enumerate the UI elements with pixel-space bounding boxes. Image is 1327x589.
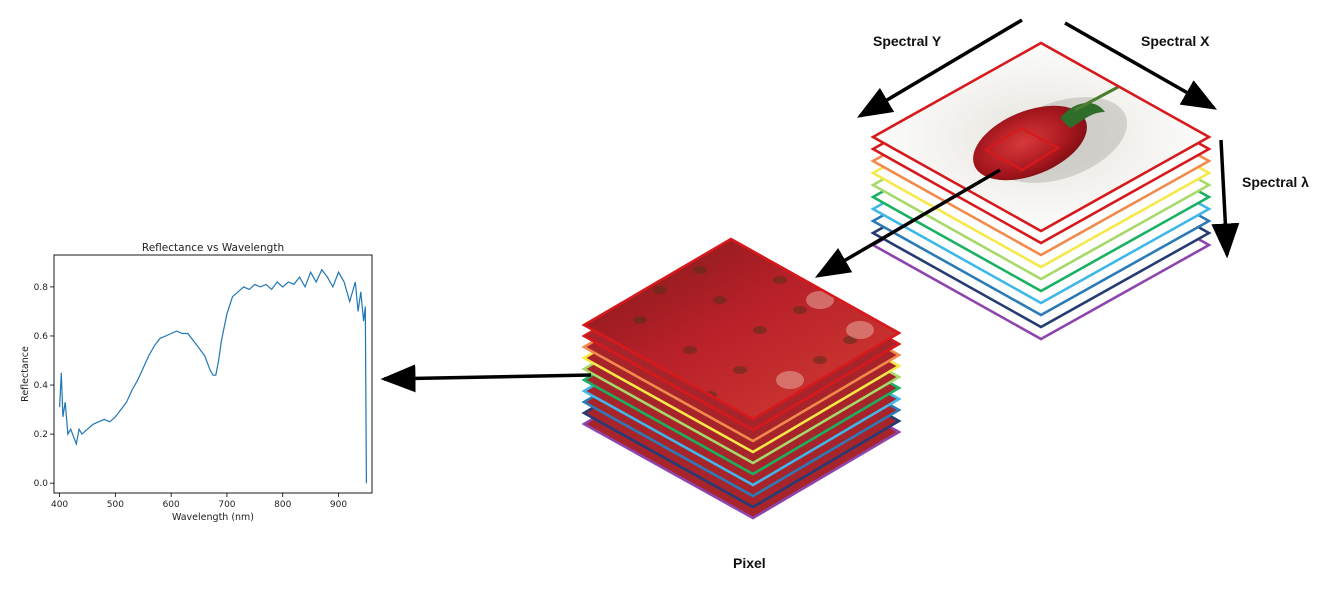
x-tick-label: 800: [274, 500, 291, 510]
reflectance-chart: Reflectance vs Wavelength 400 500 600 700 80…: [20, 242, 373, 523]
series-line: [59, 268, 367, 484]
y-tick-label: 0.0: [34, 479, 49, 489]
strawberry: [973, 105, 1087, 181]
spectral-x-arrow: [1064, 21, 1218, 110]
x-tick-label: 700: [218, 500, 235, 510]
y-axis-label: Reflectance: [20, 346, 31, 402]
to-spectrum-arrow: [380, 364, 592, 393]
pixel-spectral-cube: [581, 237, 902, 520]
pixel-zoom-image: [581, 237, 902, 421]
hyperspectral-cube: [870, 41, 1212, 341]
spectral-y-arrow: [856, 18, 1023, 118]
spectral-y-label: Spectral Y: [873, 33, 942, 49]
strawberry-image-layer: [870, 41, 1212, 233]
spectral-x-label: Spectral X: [1141, 33, 1210, 49]
spectral-lambda-arrow: [1211, 139, 1240, 259]
axis-ticks: 400 500 600 700 800 900 0.0 0.2 0.4 0.6 0.8: [34, 283, 348, 510]
selected-pixel-region: [983, 126, 1061, 172]
y-tick-label: 0.8: [34, 283, 49, 293]
x-axis-label: Wavelength (nm): [172, 512, 254, 523]
x-tick-label: 500: [107, 500, 124, 510]
pixel-extraction-arrow: [814, 168, 1001, 278]
chart-title: Reflectance vs Wavelength: [142, 242, 284, 254]
pixel-label: Pixel: [733, 555, 766, 571]
spectral-lambda-label: Spectral λ: [1242, 174, 1309, 190]
x-tick-label: 400: [51, 500, 68, 510]
x-tick-label: 900: [330, 500, 347, 510]
x-tick-label: 600: [163, 500, 180, 510]
y-tick-label: 0.2: [34, 430, 48, 440]
plot-area: [53, 254, 373, 494]
y-tick-label: 0.6: [34, 332, 49, 342]
y-tick-label: 0.4: [34, 381, 49, 391]
